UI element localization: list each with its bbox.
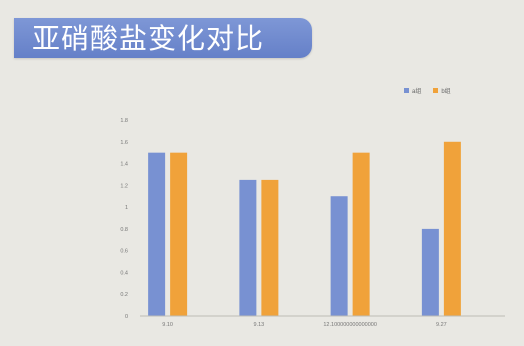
bar-a	[421, 228, 439, 316]
legend-swatch-b	[433, 88, 439, 93]
legend-label-b: b组	[441, 89, 451, 95]
legend-item-b: b组	[433, 86, 451, 95]
y-tick-label: 0	[125, 314, 128, 320]
y-tick-label: 1.2	[120, 183, 128, 189]
x-tick-label: 9.10	[162, 322, 173, 328]
y-tick-label: 1.6	[120, 140, 128, 146]
bar-b	[170, 152, 188, 316]
y-tick-label: 0.6	[120, 249, 128, 255]
bar-b	[352, 152, 370, 316]
chart-legend: a组 b组	[404, 86, 451, 95]
bar-b	[261, 179, 279, 316]
x-tick-label: 9.13	[254, 322, 265, 328]
legend-label-a: a组	[412, 89, 422, 95]
y-tick-label: 1	[125, 205, 128, 211]
x-axis: 9.10 9.13 12.100000000000000 9.27	[140, 315, 505, 328]
y-tick-label: 1.4	[120, 162, 128, 168]
title-banner	[14, 18, 312, 58]
legend-swatch-a	[404, 88, 409, 93]
y-axis: 0 0.2 0.4 0.6 0.8 1 1.2 1.4 1.6 1.8	[120, 118, 128, 320]
y-tick-label: 0.8	[120, 227, 128, 233]
bar-a	[330, 196, 348, 316]
x-tick-label: 9.27	[436, 322, 447, 328]
bar-a	[239, 179, 257, 316]
x-tick-label: 12.100000000000000	[323, 322, 377, 328]
bars	[148, 141, 461, 316]
y-tick-label: 1.8	[120, 118, 128, 124]
bar-b	[443, 141, 461, 316]
page-title: 亚硝酸盐变化对比	[32, 22, 265, 55]
y-tick-label: 0.4	[120, 270, 128, 276]
legend-item-a: a组	[404, 86, 421, 95]
y-tick-label: 0.2	[120, 292, 128, 298]
bar-a	[148, 152, 166, 316]
